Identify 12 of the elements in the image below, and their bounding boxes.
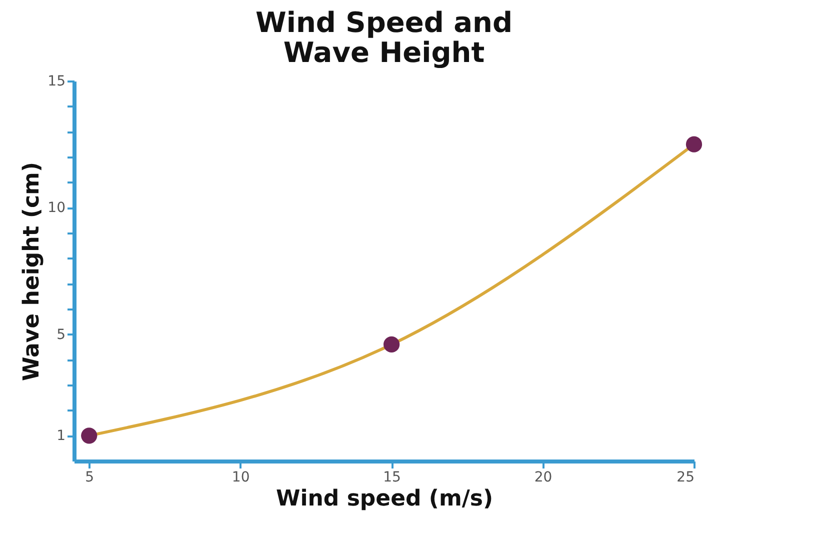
x-tick-label: 25: [676, 470, 694, 486]
y-tick-label: 15: [48, 74, 66, 90]
y-tick-label: 1: [56, 428, 66, 444]
x-axis-title: Wind speed (m/s): [276, 486, 494, 512]
y-tick-label: 10: [48, 200, 66, 216]
x-tick-label: 20: [534, 470, 552, 486]
x-tick-label: 10: [232, 470, 250, 486]
text: Wind Speed and: [255, 6, 513, 39]
x-tick-label: 5: [85, 470, 94, 486]
x-tick-label: 15: [383, 470, 401, 486]
y-axis-title: Wave height (cm): [20, 162, 45, 382]
y-tick-label: 5: [56, 326, 66, 343]
